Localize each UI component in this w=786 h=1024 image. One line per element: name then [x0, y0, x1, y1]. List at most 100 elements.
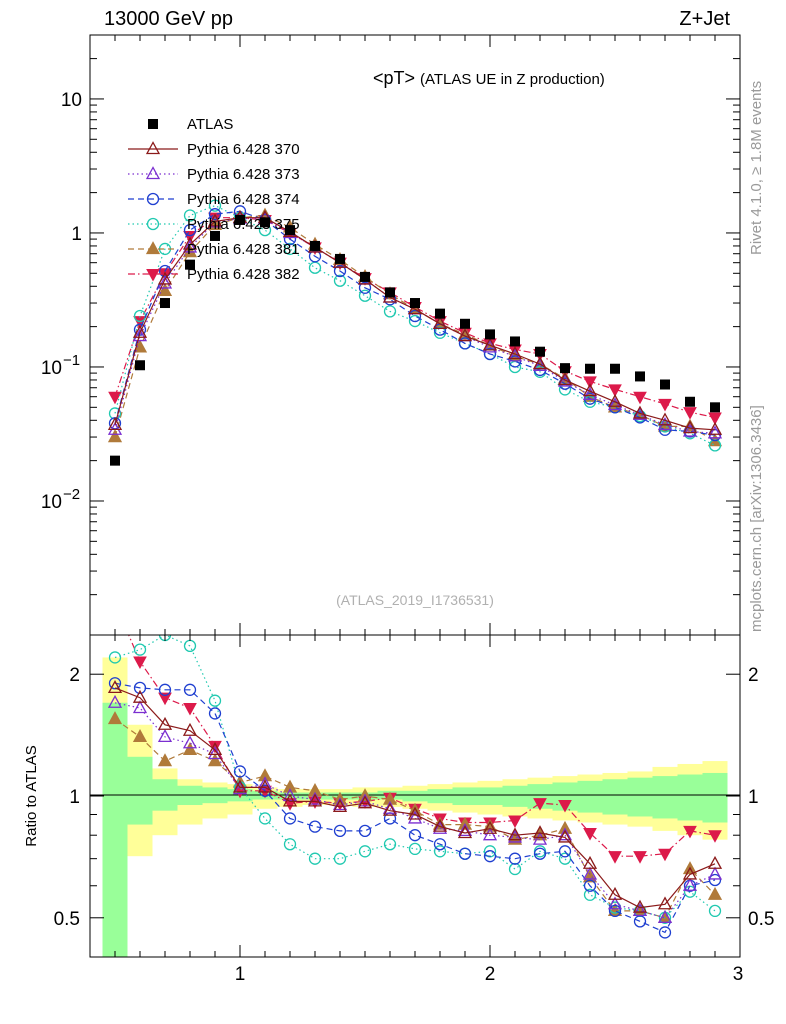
ratio-point-pythia-6-428-381	[282, 779, 298, 793]
ratio-point-pythia-6-428-373	[557, 827, 573, 841]
main-point-atlas	[335, 253, 345, 264]
ratio-point-pythia-6-428-375	[383, 838, 397, 851]
ratio-point-pythia-6-428-373	[257, 776, 273, 790]
main-point-pythia-6-428-374	[133, 323, 147, 336]
main-point-pythia-6-428-373	[532, 357, 548, 371]
legend-label-atlas: ATLAS	[187, 116, 233, 133]
ratio-point-pythia-6-428-373	[107, 694, 123, 708]
ratio-point-pythia-6-428-374	[483, 850, 497, 863]
main-point-pythia-6-428-375	[383, 305, 397, 318]
ratio-point-pythia-6-428-374	[583, 879, 597, 892]
source-label: mcplots.cern.ch [arXiv:1306.3436]	[748, 405, 765, 632]
main-point-atlas	[610, 363, 620, 374]
main-point-pythia-6-428-370	[632, 405, 648, 419]
main-point-atlas	[310, 240, 320, 251]
main-point-pythia-6-428-373	[607, 397, 623, 411]
ratio-band-green	[502, 785, 528, 807]
ratio-point-pythia-6-428-370	[157, 716, 173, 730]
main-point-atlas	[285, 225, 295, 236]
ratio-plot-panel: 0.5 0.5 1 1 2 2 1 2 3 Ratio to ATLAS	[23, 634, 774, 985]
main-point-pythia-6-428-373	[682, 423, 698, 437]
ratio-point-pythia-6-428-370	[257, 779, 273, 793]
ratio-point-pythia-6-428-375	[408, 842, 422, 856]
main-point-atlas	[385, 287, 395, 298]
main-point-atlas	[210, 230, 220, 241]
ratio-point-pythia-6-428-375	[258, 812, 272, 825]
legend-label-pythia-6-428-370: Pythia 6.428 370	[187, 141, 300, 158]
main-point-atlas	[535, 346, 545, 357]
ratio-point-pythia-6-428-374	[158, 683, 172, 696]
ratio-point-pythia-6-428-370	[557, 829, 573, 843]
ratio-point-pythia-6-428-381	[132, 729, 148, 743]
ratio-point-pythia-6-428-382	[683, 825, 697, 839]
legend-marker-pythia-6-428-382	[146, 269, 160, 282]
ratio-point-pythia-6-428-382	[583, 828, 597, 841]
ratio-point-pythia-6-428-373	[482, 827, 498, 841]
main-point-pythia-6-428-370	[132, 324, 148, 338]
ratio-point-pythia-6-428-373	[182, 735, 198, 749]
ratio-band-green	[402, 790, 428, 802]
ratio-point-pythia-6-428-370	[207, 742, 223, 756]
ratio-band-green	[577, 780, 603, 813]
ratio-point-pythia-6-428-370	[682, 866, 698, 880]
ratio-point-pythia-6-428-373	[382, 800, 398, 814]
main-point-pythia-6-428-370	[482, 337, 498, 351]
ratio-point-pythia-6-428-370	[182, 722, 198, 736]
main-point-pythia-6-428-375	[408, 314, 422, 328]
ratio-point-pythia-6-428-373	[282, 788, 298, 802]
ratio-frame	[89, 634, 741, 958]
ratio-x-tick-label: 2	[485, 964, 496, 985]
main-point-pythia-6-428-374	[208, 208, 222, 221]
ratio-point-pythia-6-428-374	[658, 926, 672, 939]
main-point-pythia-6-428-370	[407, 301, 423, 315]
main-line-pythia-6-428-370	[114, 217, 716, 431]
reference-label: (ATLAS_2019_I1736531)	[336, 592, 494, 608]
main-point-pythia-6-428-382	[658, 398, 672, 412]
main-y-tick-label: 10	[61, 90, 82, 111]
ratio-point-pythia-6-428-373	[657, 909, 673, 923]
ratio-point-pythia-6-428-373	[357, 793, 373, 807]
ratio-band-green	[127, 756, 153, 825]
ratio-point-pythia-6-428-375	[108, 651, 122, 664]
ratio-series-pythia-6-428-370	[107, 680, 723, 913]
main-point-pythia-6-428-373	[182, 239, 198, 253]
main-point-pythia-6-428-381	[107, 429, 123, 443]
ratio-band-green	[627, 777, 653, 817]
main-point-atlas	[485, 329, 495, 340]
main-point-pythia-6-428-373	[557, 373, 573, 387]
ratio-point-pythia-6-428-370	[482, 820, 498, 834]
ratio-point-pythia-6-428-374	[608, 904, 622, 918]
main-point-atlas	[110, 455, 120, 466]
main-point-pythia-6-428-382	[683, 407, 697, 420]
legend-marker-pythia-6-428-381	[145, 241, 161, 255]
ratio-point-pythia-6-428-382	[133, 656, 147, 670]
legend-label-pythia-6-428-373: Pythia 6.428 373	[187, 166, 300, 183]
ratio-point-pythia-6-428-373	[582, 866, 598, 880]
main-point-pythia-6-428-370	[432, 315, 448, 329]
main-point-pythia-6-428-382	[583, 376, 597, 389]
ratio-point-pythia-6-428-373	[207, 746, 223, 760]
ratio-point-pythia-6-428-373	[607, 896, 623, 910]
legend-marker-atlas	[148, 119, 158, 129]
main-point-atlas	[235, 214, 245, 225]
ratio-point-pythia-6-428-375	[308, 852, 322, 865]
legend-marker-pythia-6-428-374	[146, 192, 160, 206]
main-point-pythia-6-428-370	[607, 393, 623, 407]
ratio-point-pythia-6-428-374	[208, 707, 222, 720]
main-y-tick-label: 10	[41, 358, 62, 379]
ratio-point-pythia-6-428-373	[407, 810, 423, 824]
ratio-clipped	[107, 635, 723, 939]
ratio-point-pythia-6-428-370	[132, 689, 148, 703]
ratio-ylabel: Ratio to ATLAS	[23, 745, 40, 846]
ratio-band-green	[652, 776, 678, 819]
ratio-point-pythia-6-428-381	[182, 742, 198, 756]
ratio-point-pythia-6-428-382	[608, 851, 622, 864]
main-series-pythia-6-428-370	[107, 209, 723, 435]
main-point-atlas	[360, 271, 370, 282]
ratio-point-pythia-6-428-374	[183, 683, 197, 696]
main-point-pythia-6-428-370	[707, 421, 723, 435]
ratio-point-pythia-6-428-375	[433, 845, 447, 858]
ratio-point-pythia-6-428-382	[508, 815, 522, 829]
main-point-pythia-6-428-374	[183, 223, 197, 237]
